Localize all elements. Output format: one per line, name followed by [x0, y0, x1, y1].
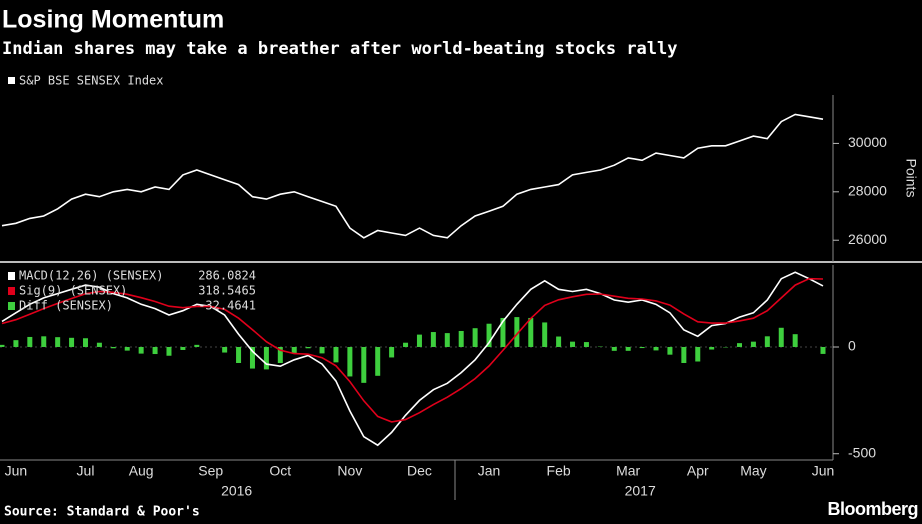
- bar: [55, 337, 61, 347]
- bar: [152, 346, 158, 355]
- legend-label: S&P BSE SENSEX Index: [19, 74, 164, 88]
- source: Source: Standard & Poor's: [4, 505, 200, 520]
- y-tick-label: 30000: [848, 134, 887, 150]
- legend-label: MACD(12,26) (SENSEX): [19, 269, 164, 283]
- bar: [96, 342, 102, 347]
- x-tick-label: May: [740, 463, 766, 479]
- bar: [570, 341, 576, 347]
- y-axis-title: Points: [903, 159, 919, 198]
- legend-value: 318.5465: [198, 284, 256, 298]
- y-tick-label: 28000: [848, 183, 887, 199]
- bar: [472, 328, 478, 347]
- bar: [820, 346, 826, 354]
- bar: [41, 336, 47, 347]
- bar: [180, 346, 186, 350]
- bar: [611, 346, 617, 351]
- series-line: [1, 113, 824, 239]
- bar: [528, 317, 534, 347]
- bar: [500, 317, 506, 347]
- year-label: 2016: [221, 483, 252, 499]
- y-tick-label: 26000: [848, 231, 887, 247]
- bar: [458, 330, 464, 347]
- bar: [361, 346, 367, 383]
- bar: [305, 346, 311, 349]
- x-tick-label: Aug: [129, 463, 154, 479]
- bar: [236, 346, 242, 363]
- y-tick-label: -500: [848, 444, 876, 460]
- bar: [166, 346, 172, 356]
- bar: [249, 346, 255, 369]
- x-tick-label: Jul: [77, 463, 95, 479]
- bar: [639, 346, 645, 349]
- x-tick-label: Jun: [5, 463, 28, 479]
- bar: [681, 346, 687, 363]
- bar: [277, 346, 283, 363]
- legend-swatch: [8, 287, 15, 295]
- bar: [194, 344, 200, 347]
- series-line: [1, 271, 824, 447]
- chart-title: Losing Momentum: [2, 6, 224, 34]
- bar: [737, 343, 743, 347]
- x-tick-label: Dec: [407, 463, 432, 479]
- x-tick-label: Jun: [812, 463, 835, 479]
- bar: [333, 346, 339, 363]
- bar: [403, 342, 409, 347]
- bar: [69, 337, 75, 347]
- legend-swatch: [8, 302, 15, 310]
- legend-label: Sig(9) (SENSEX): [19, 284, 127, 298]
- bar: [82, 338, 88, 347]
- bar: [514, 317, 520, 347]
- legend-swatch: [8, 77, 15, 84]
- y-tick-label: 0: [848, 338, 856, 354]
- bar: [124, 346, 130, 351]
- bar: [764, 336, 770, 347]
- bar: [110, 346, 116, 349]
- year-label: 2017: [625, 483, 656, 499]
- x-tick-label: Nov: [337, 463, 362, 479]
- x-tick-label: Mar: [616, 463, 640, 479]
- bar: [27, 336, 33, 347]
- bar: [778, 327, 784, 347]
- x-tick-label: Sep: [198, 463, 223, 479]
- bar: [13, 340, 19, 347]
- legend-value: -32.4641: [198, 299, 256, 313]
- bar: [486, 323, 492, 347]
- bar: [222, 346, 228, 353]
- bar: [444, 333, 450, 347]
- bar: [750, 341, 756, 347]
- chart-subtitle: Indian shares may take a breather after …: [2, 39, 678, 59]
- bar: [583, 342, 589, 347]
- x-tick-label: Oct: [269, 463, 291, 479]
- legend-value: 286.0824: [198, 269, 256, 283]
- x-tick-label: Apr: [687, 463, 709, 479]
- bar: [709, 346, 715, 350]
- bar: [542, 322, 548, 347]
- bar: [291, 346, 297, 354]
- brand: Bloomberg: [827, 499, 918, 519]
- bar: [430, 332, 436, 347]
- legend-label: Diff (SENSEX): [19, 299, 113, 313]
- bar: [138, 346, 144, 354]
- bar: [375, 346, 381, 376]
- bar: [792, 334, 798, 347]
- bar: [653, 346, 659, 351]
- bar: [667, 346, 673, 355]
- series-line: [1, 277, 824, 423]
- bar: [319, 346, 325, 354]
- legend-swatch: [8, 272, 15, 280]
- bar: [389, 346, 395, 358]
- bar: [556, 336, 562, 347]
- bar: [263, 346, 269, 370]
- x-tick-label: Feb: [547, 463, 571, 479]
- bar: [416, 334, 422, 347]
- bar: [347, 346, 353, 377]
- bar: [695, 346, 701, 362]
- bar: [0, 344, 5, 347]
- bar: [625, 346, 631, 351]
- x-tick-label: Jan: [478, 463, 501, 479]
